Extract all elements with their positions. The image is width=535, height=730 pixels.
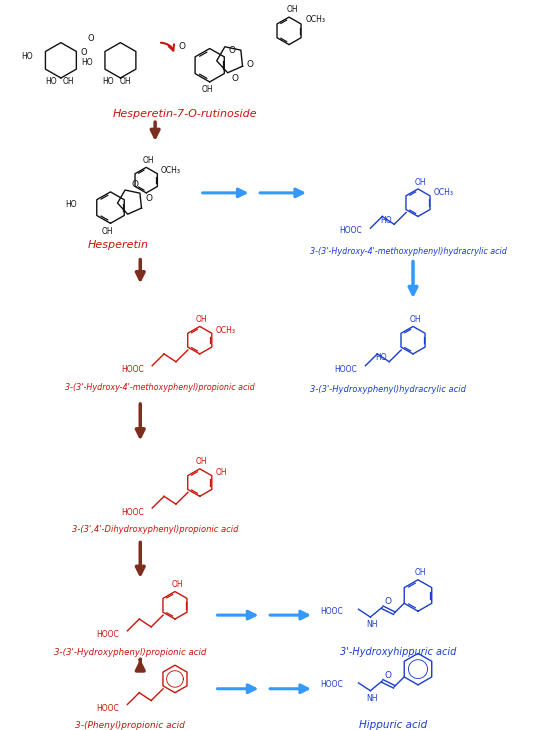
Text: Hesperetin: Hesperetin [88, 240, 149, 250]
Text: HO: HO [45, 77, 57, 86]
Text: OH: OH [202, 85, 213, 94]
Text: Hesperetin-7-O-rutinoside: Hesperetin-7-O-rutinoside [112, 110, 257, 119]
Text: HO: HO [21, 52, 33, 61]
Text: O: O [232, 74, 239, 83]
Text: OH: OH [286, 4, 298, 14]
Text: O: O [385, 597, 392, 606]
Text: O: O [87, 34, 94, 43]
Text: OH: OH [409, 315, 421, 324]
Text: OH: OH [102, 227, 113, 236]
Text: 3-(3'-Hydroxyphenyl)hydracrylic acid: 3-(3'-Hydroxyphenyl)hydracrylic acid [310, 385, 466, 393]
Text: O: O [145, 194, 152, 203]
Text: OCH₃: OCH₃ [161, 166, 181, 174]
Text: HOOC: HOOC [320, 607, 342, 615]
Text: HO: HO [103, 77, 114, 86]
Text: O: O [385, 671, 392, 680]
Text: HO: HO [81, 58, 93, 66]
Text: O: O [228, 46, 235, 55]
Text: OH: OH [196, 315, 208, 324]
Text: Hippuric acid: Hippuric acid [359, 720, 427, 730]
Text: OCH₃: OCH₃ [306, 15, 326, 23]
Text: OH: OH [171, 580, 183, 589]
Text: HO: HO [65, 200, 77, 210]
Text: 3-(3',4'-Dihydroxyphenyl)propionic acid: 3-(3',4'-Dihydroxyphenyl)propionic acid [72, 525, 239, 534]
Text: O: O [132, 180, 139, 188]
Text: HOOC: HOOC [335, 365, 357, 374]
Text: HOOC: HOOC [340, 226, 362, 234]
Text: OCH₃: OCH₃ [434, 188, 454, 197]
Text: OH: OH [414, 569, 426, 577]
Text: OCH₃: OCH₃ [216, 326, 235, 335]
Text: HOOC: HOOC [121, 507, 144, 517]
Text: 3-(3'-Hydroxy-4'-methoxyphenyl)hydracrylic acid: 3-(3'-Hydroxy-4'-methoxyphenyl)hydracryl… [310, 247, 507, 256]
Text: OH: OH [142, 156, 154, 165]
Text: NH: NH [366, 620, 378, 629]
Text: OH: OH [119, 77, 131, 86]
Text: O: O [247, 60, 254, 69]
Text: 3-(Phenyl)propionic acid: 3-(Phenyl)propionic acid [75, 721, 185, 729]
Text: HO: HO [376, 353, 387, 362]
Text: HOOC: HOOC [320, 680, 342, 689]
Text: 3-(3'-Hydroxyphenyl)propionic acid: 3-(3'-Hydroxyphenyl)propionic acid [54, 648, 207, 657]
Text: 3-(3'-Hydroxy-4'-methoxyphenyl)propionic acid: 3-(3'-Hydroxy-4'-methoxyphenyl)propionic… [65, 383, 255, 392]
Text: OH: OH [63, 77, 75, 86]
Text: HO: HO [380, 216, 392, 225]
Text: O: O [178, 42, 186, 51]
Text: OH: OH [196, 458, 208, 466]
Text: HOOC: HOOC [97, 630, 119, 639]
Text: HOOC: HOOC [121, 365, 144, 374]
Text: 3'-Hydroxyhippuric acid: 3'-Hydroxyhippuric acid [340, 648, 456, 658]
Text: NH: NH [366, 694, 378, 703]
Text: OH: OH [414, 177, 426, 187]
Text: OH: OH [216, 468, 227, 477]
Text: HOOC: HOOC [97, 704, 119, 713]
Text: O: O [81, 48, 87, 57]
